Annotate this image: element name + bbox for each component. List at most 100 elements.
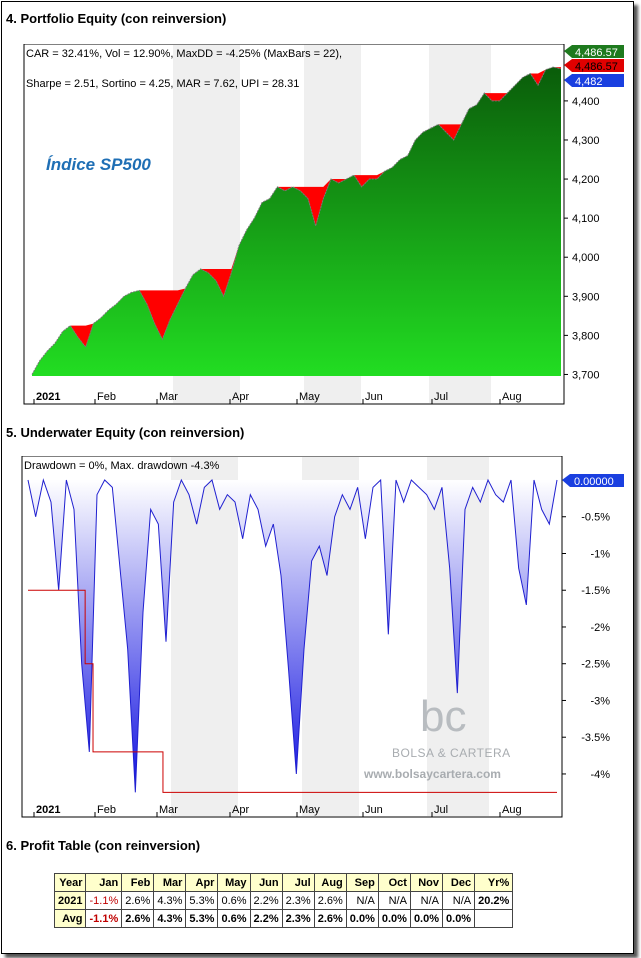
profit-table-cell: 0.6% bbox=[217, 891, 251, 910]
profit-table-row-avg: Avg -1.1% 2.6% 4.3% 5.3% 0.6% 2.2% 2.3% 2.6% 0.0%… bbox=[53, 909, 514, 928]
equity-x-tick-label: Feb bbox=[97, 391, 116, 403]
profit-table-header-cell: Jul bbox=[281, 873, 315, 892]
underwater-stats-line: Drawdown = 0%, Max. drawdown -4.3% bbox=[24, 460, 220, 472]
underwater-chart: -0.5% -1% -1.5% -2% -2.5% -3% -3.5% -4% 2021 Feb M… bbox=[21, 456, 624, 818]
underwater-y-tick-label: -4% bbox=[590, 769, 610, 781]
equity-x-tick-label: Jun bbox=[365, 391, 383, 403]
profit-table-header-cell: Mar bbox=[153, 873, 187, 892]
underwater-area bbox=[28, 480, 557, 793]
profit-table-cell: 5.3% bbox=[185, 891, 219, 910]
underwater-y-tick-label: -2.5% bbox=[581, 659, 610, 671]
equity-stats-line1: CAR = 32.41%, Vol = 12.90%, MaxDD = -4.2… bbox=[26, 48, 342, 60]
equity-value-badge-label: 4,486.57 bbox=[575, 47, 618, 59]
equity-chart: 3,700 3,800 3,900 4,000 4,100 4,200 4,300 4,400… bbox=[23, 44, 624, 405]
underwater-x-tick-label: Apr bbox=[232, 804, 249, 816]
underwater-value-badge-label: 0.00000 bbox=[574, 476, 614, 488]
underwater-y-tick-label: -3% bbox=[590, 695, 610, 707]
equity-x-tick-label: Jul bbox=[434, 391, 448, 403]
profit-table-cell: 20.2% bbox=[474, 891, 514, 910]
underwater-month-band bbox=[171, 457, 238, 816]
underwater-x-tick-label: Feb bbox=[97, 804, 116, 816]
profit-table-cell: 2.6% bbox=[313, 891, 347, 910]
underwater-x-tick-label: Mar bbox=[159, 804, 178, 816]
profit-table-cell: 2.2% bbox=[249, 891, 283, 910]
equity-y-tick-label: 4,200 bbox=[572, 174, 600, 186]
profit-table-header-cell: Nov bbox=[409, 873, 444, 892]
underwater-y-tick-label: -2% bbox=[590, 622, 610, 634]
underwater-section-title: 5. Underwater Equity (con reinversion) bbox=[6, 425, 245, 440]
profit-table-row-label: 2021 bbox=[53, 891, 87, 910]
underwater-y-tick-label: -1% bbox=[590, 548, 610, 560]
underwater-y-tick-label: -3.5% bbox=[581, 732, 610, 744]
profit-table-cell: 5.3% bbox=[185, 909, 219, 928]
equity-line bbox=[31, 66, 562, 375]
profit-table-cell: 2.3% bbox=[281, 891, 315, 910]
profit-table-row-2021: 2021 -1.1% 2.6% 4.3% 5.3% 0.6% 2.2% 2.3% 2.6% N/A… bbox=[53, 891, 514, 910]
profit-table-cell: 0.6% bbox=[217, 909, 251, 928]
profit-table-cell: N/A bbox=[345, 891, 379, 910]
profit-table-header: Year Jan Feb Mar Apr May Jun Jul Aug Sep Oct Nov Dec… bbox=[53, 873, 514, 892]
profit-table-header-cell: Sep bbox=[345, 873, 379, 892]
equity-y-tick-label: 3,900 bbox=[572, 291, 600, 303]
profit-table-cell: 4.3% bbox=[153, 891, 187, 910]
equity-value-badge-label: 4,482 bbox=[575, 76, 603, 88]
equity-y-tick-label: 4,000 bbox=[572, 252, 600, 264]
profit-table-cell: 2.3% bbox=[281, 909, 315, 928]
profit-table-cell: N/A bbox=[442, 891, 476, 910]
profit-table-header-cell: Apr bbox=[185, 873, 219, 892]
profit-section-title: 6. Profit Table (con reinversion) bbox=[6, 838, 201, 853]
equity-y-tick-label: 3,700 bbox=[572, 369, 600, 381]
equity-x-tick-label: May bbox=[299, 391, 320, 403]
equity-drawdown-area bbox=[32, 67, 561, 375]
profit-table-header-cell: Dec bbox=[442, 873, 476, 892]
profit-table: Year Jan Feb Mar Apr May Jun Jul Aug Sep Oct Nov Dec… bbox=[53, 873, 514, 928]
equity-value-badge bbox=[564, 74, 624, 87]
profit-table-header-cell: Feb bbox=[121, 873, 155, 892]
profit-table-header-cell: Jan bbox=[85, 873, 123, 892]
underwater-x-tick-label: May bbox=[299, 804, 320, 816]
watermark-logo: bc bbox=[420, 692, 466, 741]
equity-value-badge-label: 4,486.57 bbox=[575, 61, 618, 73]
profit-table-cell bbox=[474, 909, 514, 928]
profit-table-cell: 2.6% bbox=[313, 909, 347, 928]
underwater-value-badge bbox=[562, 474, 624, 487]
equity-value-badge bbox=[564, 59, 624, 72]
watermark-url: www.bolsaycartera.com bbox=[363, 767, 501, 781]
underwater-x-tick-label: Aug bbox=[502, 804, 522, 816]
equity-value-badge bbox=[564, 45, 624, 58]
profit-table-header-cell: Year bbox=[53, 873, 87, 892]
profit-table-cell: -1.1% bbox=[85, 891, 123, 910]
profit-table-cell: 2.6% bbox=[121, 891, 155, 910]
profit-table-cell: 2.6% bbox=[121, 909, 155, 928]
profit-table-cell: 0.0% bbox=[377, 909, 411, 928]
profit-table-cell: -1.1% bbox=[85, 909, 123, 928]
underwater-y-tick-label: -1.5% bbox=[581, 585, 610, 597]
underwater-x-tick-label: Jun bbox=[365, 804, 383, 816]
equity-section-title: 4. Portfolio Equity (con reinversion) bbox=[6, 11, 227, 26]
profit-table-header-cell: Oct bbox=[377, 873, 411, 892]
profit-table-cell: 0.0% bbox=[409, 909, 444, 928]
equity-y-tick-label: 4,400 bbox=[572, 96, 600, 108]
equity-area bbox=[32, 67, 561, 376]
equity-x-tick-label: Mar bbox=[159, 391, 178, 403]
watermark-brand: BOLSA & CARTERA bbox=[392, 746, 511, 760]
underwater-x-tick-label: Jul bbox=[434, 804, 448, 816]
underwater-y-tick-label: -0.5% bbox=[581, 512, 610, 524]
equity-x-tick-label: Apr bbox=[232, 391, 249, 403]
profit-table-cell: N/A bbox=[377, 891, 411, 910]
equity-x-tick-label: 2021 bbox=[36, 391, 60, 403]
equity-index-label: Índice SP500 bbox=[46, 155, 151, 174]
profit-table-header-cell: Aug bbox=[313, 873, 347, 892]
profit-table-cell: 0.0% bbox=[345, 909, 379, 928]
profit-table-cell: 2.2% bbox=[249, 909, 283, 928]
profit-table-header-cell: Jun bbox=[249, 873, 283, 892]
max-drawdown-line bbox=[28, 589, 557, 793]
equity-x-tick-label: Aug bbox=[502, 391, 522, 403]
equity-stats-line2: Sharpe = 2.51, Sortino = 4.25, MAR = 7.6… bbox=[26, 78, 299, 90]
profit-table-row-label: Avg bbox=[53, 909, 87, 928]
profit-table-cell: 0.0% bbox=[442, 909, 476, 928]
equity-y-tick-label: 4,300 bbox=[572, 135, 600, 147]
profit-table-cell: 4.3% bbox=[153, 909, 187, 928]
profit-table-header-cell: Yr% bbox=[474, 873, 514, 892]
equity-y-tick-label: 3,800 bbox=[572, 330, 600, 342]
